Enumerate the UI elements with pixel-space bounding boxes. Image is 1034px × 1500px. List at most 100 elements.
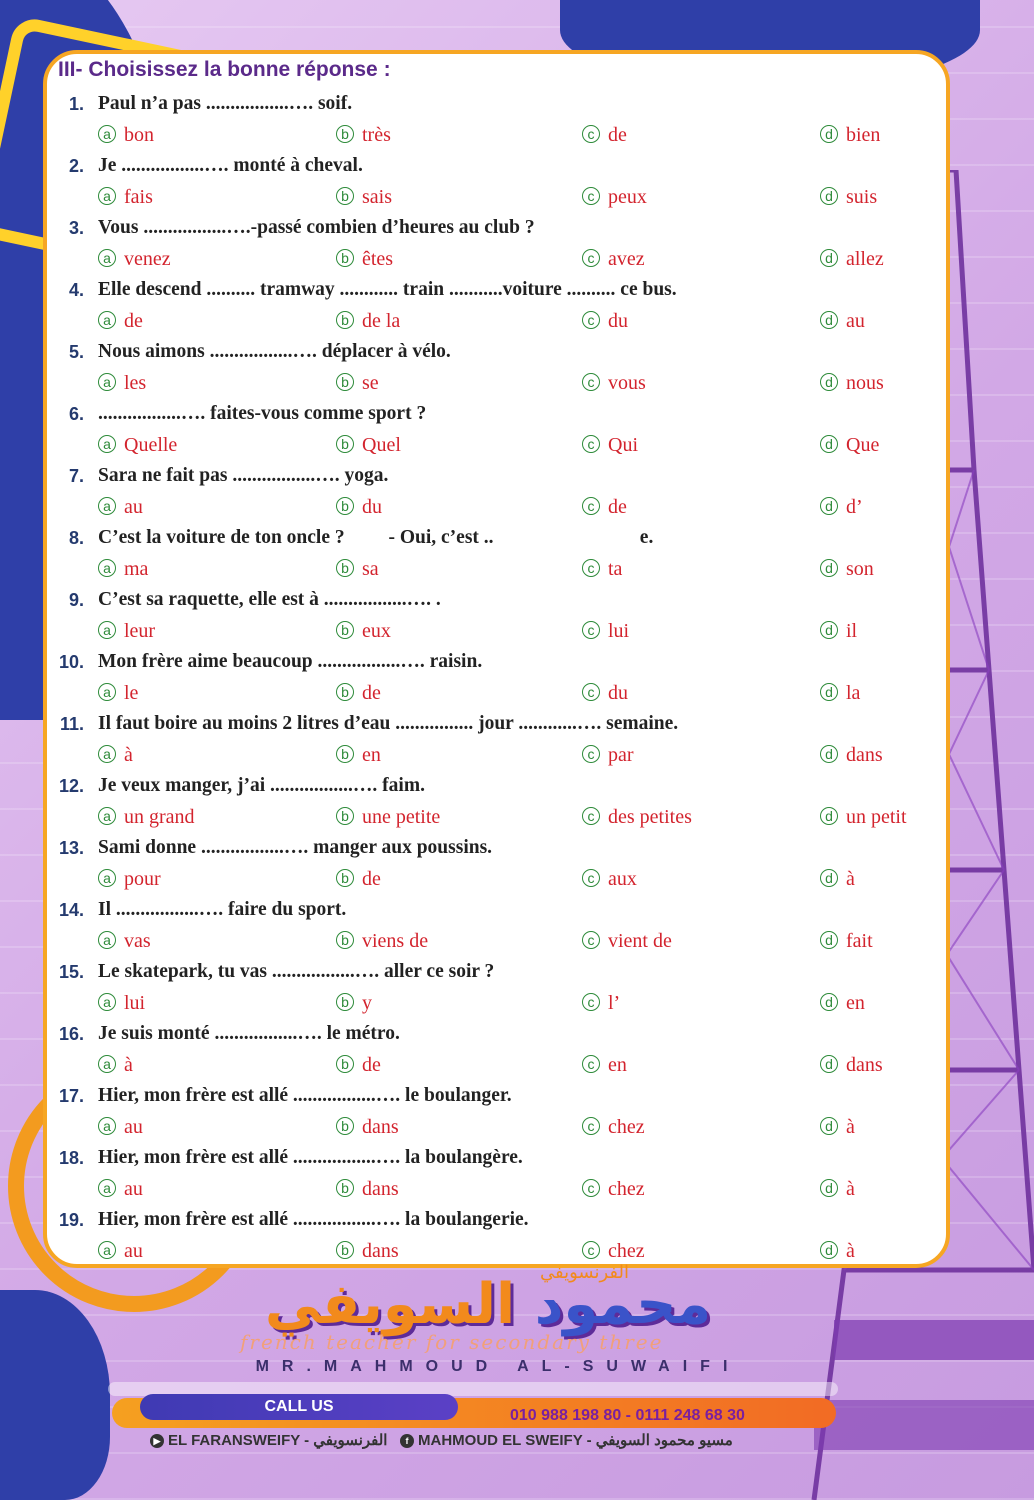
answer-option-a[interactable]: a au bbox=[98, 1178, 143, 1201]
option-letter-bubble: a bbox=[98, 1241, 116, 1259]
answer-option-d[interactable]: d nous bbox=[820, 372, 884, 395]
answer-option-c[interactable]: c en bbox=[582, 1054, 627, 1077]
answer-option-d[interactable]: d dans bbox=[820, 1054, 883, 1077]
answer-option-c[interactable]: c du bbox=[582, 310, 628, 333]
answer-option-d[interactable]: d d’ bbox=[820, 496, 863, 519]
answer-option-c[interactable]: c ta bbox=[582, 558, 622, 581]
answer-option-b[interactable]: b du bbox=[336, 496, 382, 519]
answer-option-c[interactable]: c avez bbox=[582, 248, 645, 271]
answer-option-a[interactable]: a ma bbox=[98, 558, 148, 581]
option-label: dans bbox=[846, 744, 883, 766]
answer-option-a[interactable]: a de bbox=[98, 310, 143, 333]
answer-option-c[interactable]: c aux bbox=[582, 868, 637, 891]
answer-option-d[interactable]: d la bbox=[820, 682, 860, 705]
answer-option-a[interactable]: a Quelle bbox=[98, 434, 177, 457]
answer-option-d[interactable]: d fait bbox=[820, 930, 873, 953]
answer-option-a[interactable]: a lui bbox=[98, 992, 145, 1015]
answer-option-b[interactable]: b en bbox=[336, 744, 381, 767]
answer-option-a[interactable]: a les bbox=[98, 372, 146, 395]
answer-option-a[interactable]: a leur bbox=[98, 620, 155, 643]
call-us-button[interactable]: CALL US bbox=[140, 1394, 458, 1420]
option-label: bien bbox=[846, 124, 881, 146]
answer-option-a[interactable]: a au bbox=[98, 1116, 143, 1139]
answer-option-b[interactable]: b Quel bbox=[336, 434, 401, 457]
option-letter-bubble: d bbox=[820, 249, 838, 267]
answer-option-b[interactable]: b dans bbox=[336, 1178, 399, 1201]
answer-option-a[interactable]: a venez bbox=[98, 248, 171, 271]
option-letter-bubble: c bbox=[582, 1179, 600, 1197]
answer-option-a[interactable]: a au bbox=[98, 496, 143, 519]
option-letter-bubble: b bbox=[336, 187, 354, 205]
answer-option-d[interactable]: d son bbox=[820, 558, 874, 581]
answer-option-a[interactable]: a pour bbox=[98, 868, 161, 891]
option-label: les bbox=[124, 372, 147, 394]
answer-option-d[interactable]: d au bbox=[820, 310, 865, 333]
answer-option-b[interactable]: b eux bbox=[336, 620, 391, 643]
answer-option-d[interactable]: d bien bbox=[820, 124, 880, 147]
answer-option-b[interactable]: b dans bbox=[336, 1240, 399, 1263]
answer-option-d[interactable]: d Que bbox=[820, 434, 879, 457]
option-label: sa bbox=[362, 558, 379, 580]
answer-option-b[interactable]: b de bbox=[336, 868, 381, 891]
option-label: aux bbox=[608, 868, 637, 890]
answer-option-a[interactable]: a fais bbox=[98, 186, 153, 209]
answer-option-b[interactable]: b de bbox=[336, 682, 381, 705]
answer-option-c[interactable]: c des petites bbox=[582, 806, 692, 829]
answer-option-c[interactable]: c de bbox=[582, 496, 627, 519]
answer-option-d[interactable]: d il bbox=[820, 620, 857, 643]
answer-option-c[interactable]: c par bbox=[582, 744, 634, 767]
answer-option-c[interactable]: c Qui bbox=[582, 434, 638, 457]
answer-option-b[interactable]: b de bbox=[336, 1054, 381, 1077]
option-letter-bubble: a bbox=[98, 559, 116, 577]
question-text: Hier, mon frère est allé ...............… bbox=[98, 1209, 529, 1230]
answer-option-b[interactable]: b dans bbox=[336, 1116, 399, 1139]
answer-option-d[interactable]: d en bbox=[820, 992, 865, 1015]
answer-option-a[interactable]: a vas bbox=[98, 930, 151, 953]
answer-option-d[interactable]: d suis bbox=[820, 186, 877, 209]
answer-option-d[interactable]: d allez bbox=[820, 248, 884, 271]
answer-option-b[interactable]: b êtes bbox=[336, 248, 393, 271]
answer-option-d[interactable]: d un petit bbox=[820, 806, 907, 829]
phone-numbers[interactable]: 010 988 198 80 - 0111 248 68 30 bbox=[510, 1407, 745, 1424]
question-text: Vous .................….-passé combien d… bbox=[98, 217, 535, 238]
answer-option-b[interactable]: b se bbox=[336, 372, 379, 395]
social-youtube[interactable]: EL FARANSWEIFY - الفرنسويفي bbox=[168, 1432, 388, 1449]
answer-option-b[interactable]: b une petite bbox=[336, 806, 440, 829]
answer-option-b[interactable]: b sais bbox=[336, 186, 392, 209]
answer-option-a[interactable]: a le bbox=[98, 682, 138, 705]
option-label: Qui bbox=[608, 434, 638, 456]
answer-option-c[interactable]: c peux bbox=[582, 186, 647, 209]
answer-option-a[interactable]: a un grand bbox=[98, 806, 195, 829]
answer-option-b[interactable]: b de la bbox=[336, 310, 400, 333]
option-label: un grand bbox=[124, 806, 195, 828]
option-label: venez bbox=[124, 248, 171, 270]
answer-option-b[interactable]: b sa bbox=[336, 558, 379, 581]
answer-option-b[interactable]: b viens de bbox=[336, 930, 428, 953]
answer-option-c[interactable]: c lui bbox=[582, 620, 629, 643]
answer-option-b[interactable]: b très bbox=[336, 124, 391, 147]
answer-option-c[interactable]: c l’ bbox=[582, 992, 620, 1015]
answer-option-c[interactable]: c chez bbox=[582, 1178, 645, 1201]
answer-option-c[interactable]: c chez bbox=[582, 1116, 645, 1139]
answer-option-c[interactable]: c du bbox=[582, 682, 628, 705]
answer-option-a[interactable]: a bon bbox=[98, 124, 154, 147]
answer-option-c[interactable]: c vient de bbox=[582, 930, 672, 953]
facebook-icon: f bbox=[400, 1434, 414, 1448]
answer-option-c[interactable]: c vous bbox=[582, 372, 646, 395]
option-letter-bubble: c bbox=[582, 1055, 600, 1073]
answer-option-c[interactable]: c chez bbox=[582, 1240, 645, 1263]
answer-option-a[interactable]: a au bbox=[98, 1240, 143, 1263]
option-label: Quelle bbox=[124, 434, 178, 456]
answer-option-c[interactable]: c de bbox=[582, 124, 627, 147]
question-number: 10. bbox=[58, 652, 84, 672]
social-facebook[interactable]: MAHMOUD EL SWEIFY - مسيو محمود السويفي bbox=[418, 1432, 733, 1449]
option-letter-bubble: d bbox=[820, 559, 838, 577]
answer-option-d[interactable]: d dans bbox=[820, 744, 883, 767]
